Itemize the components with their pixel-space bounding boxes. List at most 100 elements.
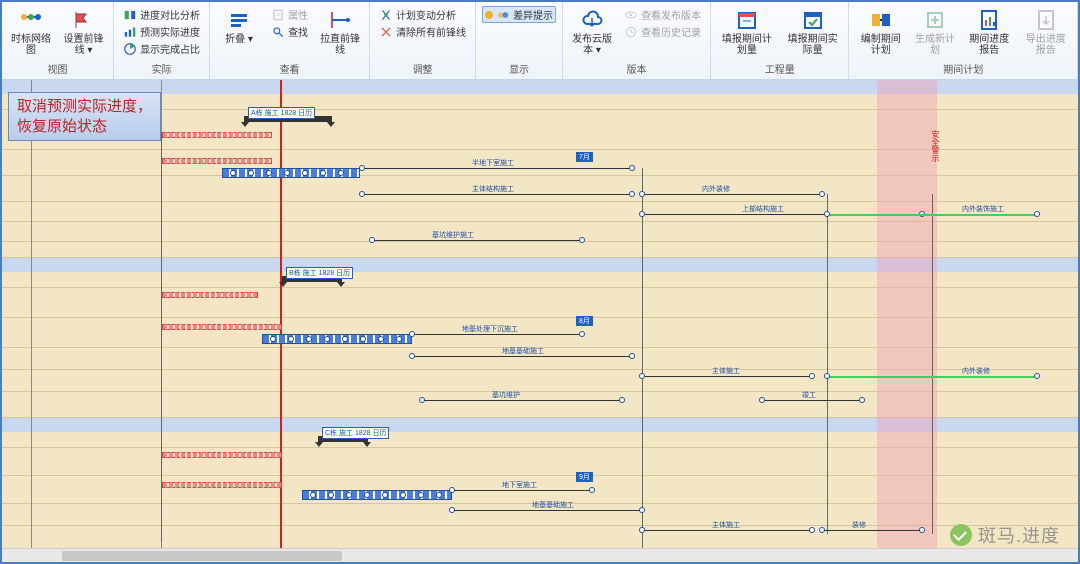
task-label: 主体结构施工 (472, 184, 514, 194)
task-bar[interactable] (827, 214, 1037, 216)
properties-button[interactable]: 属性 (268, 6, 311, 23)
publish-cloud-button[interactable]: 发布云版本 ▾ (567, 4, 617, 58)
genplan-icon (921, 6, 949, 34)
dependency-line (932, 194, 933, 534)
baseline-bar[interactable] (162, 324, 282, 330)
baseline-bar[interactable] (162, 158, 272, 164)
front-line-button[interactable]: 设置前锋线 ▾ (58, 4, 109, 58)
diff-icon (496, 8, 510, 22)
ribbon-group-label: 工程量 (715, 60, 844, 77)
milestone-node (378, 336, 384, 342)
find-button[interactable]: 查找 (268, 23, 311, 40)
export-icon (1032, 6, 1060, 34)
milestone-node (324, 336, 330, 342)
cloud-icon (578, 6, 606, 34)
task-label: 地基基础施工 (502, 346, 544, 356)
collapse-icon (225, 6, 253, 34)
task-bar[interactable] (362, 168, 632, 169)
baseline-bar[interactable] (162, 482, 282, 488)
task-start-node (359, 191, 365, 197)
task-bar[interactable] (412, 356, 632, 357)
view-published-button[interactable]: 查看发布版本 (621, 6, 704, 23)
watermark: 斑马.进度 (950, 522, 1060, 548)
task-label: 主体施工 (712, 520, 740, 530)
task-label: 上部结构施工 (742, 204, 784, 214)
milestone-node (328, 492, 334, 498)
task-end-node (579, 331, 585, 337)
clear-front-button[interactable]: 清除所有前锋线 (376, 23, 469, 40)
task-bar[interactable] (362, 194, 632, 195)
scrollbar-thumb[interactable] (62, 551, 342, 561)
milestone-node (364, 492, 370, 498)
task-end-node (579, 237, 585, 243)
task-label: 装修 (852, 520, 866, 530)
show-completion-button[interactable]: 显示完成占比 (120, 40, 203, 57)
task-bar[interactable] (452, 490, 592, 491)
makeplan-icon (867, 6, 895, 34)
task-label: 地基处理下沉施工 (462, 324, 518, 334)
task-bar[interactable] (452, 510, 642, 511)
baseline-bar[interactable] (162, 452, 282, 458)
task-bar[interactable] (412, 334, 582, 335)
task-bar[interactable] (372, 240, 582, 241)
milestone-node (418, 492, 424, 498)
task-bar[interactable] (642, 376, 812, 377)
fill-actual-qty-button[interactable]: 填报期间实际量 (781, 4, 845, 58)
period-report-button[interactable]: 期间进度报告 (962, 4, 1017, 58)
fillactual-icon (799, 6, 827, 34)
task-bar[interactable] (642, 530, 812, 531)
clear-icon (379, 25, 393, 39)
make-period-plan-button[interactable]: 编制期间计划 (853, 4, 908, 58)
task-end-node (629, 353, 635, 359)
ribbon-group-label: 显示 (480, 60, 558, 77)
compare-analysis-button[interactable]: 进度对比分析 (120, 6, 203, 23)
ribbon-group-label: 调整 (374, 60, 471, 77)
task-label: 地下室施工 (502, 480, 537, 490)
baseline-bar[interactable] (162, 132, 272, 138)
collapse-button[interactable]: 折叠 ▾ (214, 4, 264, 58)
find-icon (271, 25, 285, 39)
task-bar[interactable] (822, 530, 922, 531)
task-end-node (619, 397, 625, 403)
task-start-node (369, 237, 375, 243)
left-guide-line (31, 80, 32, 562)
task-start-node (759, 397, 765, 403)
task-bar[interactable] (422, 400, 622, 401)
task-label: 半地下室施工 (472, 158, 514, 168)
summary-label: A栋 施工 1828 日历 (248, 107, 315, 119)
horizontal-scrollbar[interactable] (2, 548, 1078, 562)
ribbon-group-label: 视图 (6, 60, 109, 77)
history-icon (624, 25, 638, 39)
dependency-line (827, 194, 828, 534)
task-start-node (639, 373, 645, 379)
task-start-node (639, 527, 645, 533)
task-bar[interactable] (642, 194, 822, 195)
task-bar[interactable] (762, 400, 862, 401)
warning-text: 安全警示 (930, 130, 941, 162)
milestone-node (436, 492, 442, 498)
baseline-bar[interactable] (162, 292, 258, 298)
progress-bar[interactable] (262, 334, 412, 344)
straighten-front-button[interactable]: 拉直前锋线 (315, 4, 365, 58)
ribbon-group: 差异提示显示 (476, 2, 563, 79)
predict-actual-button[interactable]: 预测实际进度 (120, 23, 203, 40)
progress-bar[interactable] (302, 490, 452, 500)
task-start-node (449, 487, 455, 493)
task-end-node (1034, 211, 1040, 217)
props-icon (271, 8, 285, 22)
task-label: 基坑维护 (492, 390, 520, 400)
export-report-button[interactable]: 导出进度报告 (1019, 4, 1074, 58)
dependency-line (161, 132, 162, 542)
task-end-node (639, 507, 645, 513)
diff-hint-button[interactable]: 差异提示 (482, 6, 556, 23)
view-history-button[interactable]: 查看历史记录 (621, 23, 704, 40)
plan-change-button[interactable]: 计划变动分析 (376, 6, 469, 23)
task-label: 内外装修 (702, 184, 730, 194)
fill-plan-qty-button[interactable]: 填报期间计划量 (715, 4, 779, 58)
gen-new-plan-button[interactable]: 生成新计划 (910, 4, 960, 58)
task-bar[interactable] (827, 376, 1037, 378)
milestone-node (266, 170, 272, 176)
network-view-button[interactable]: 时标网络图 (6, 4, 56, 58)
task-end-node (589, 487, 595, 493)
month-tag: 9月 (576, 472, 593, 482)
